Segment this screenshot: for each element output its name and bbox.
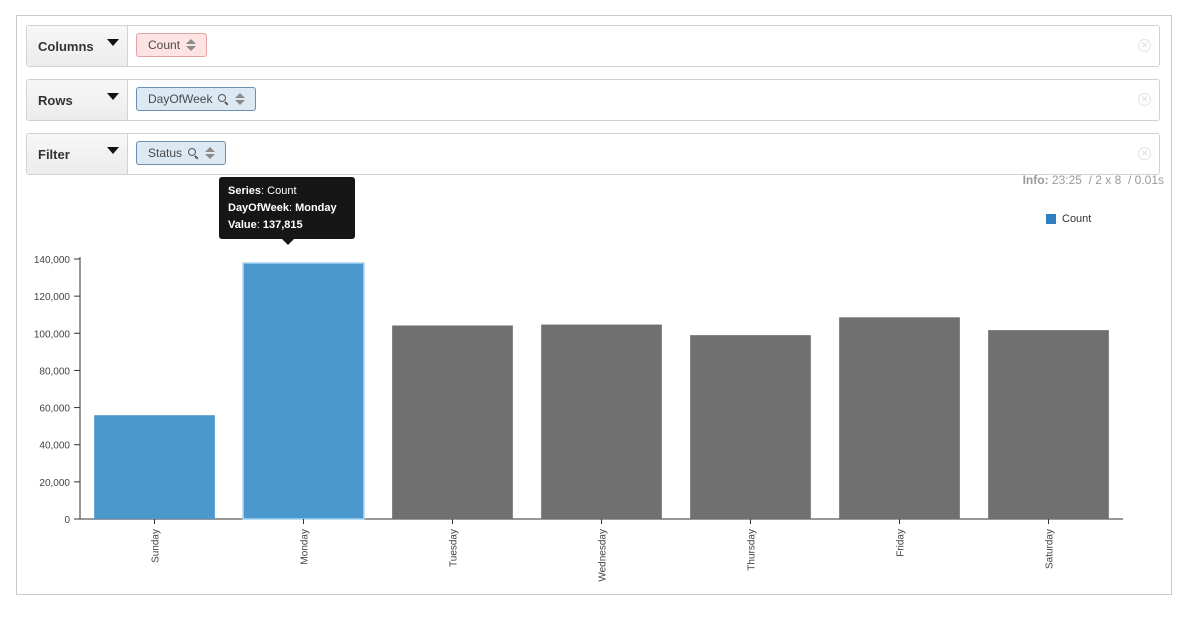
dayofweek-pill[interactable]: DayOfWeek: [136, 87, 257, 111]
y-tick-label: 60,000: [39, 404, 70, 415]
columns-label: Columns: [38, 39, 94, 54]
info-label: Info:: [1022, 173, 1049, 187]
rows-label: Rows: [38, 93, 73, 108]
chart-tooltip: Series: Count DayOfWeek: Monday Value: 1…: [219, 177, 355, 245]
close-icon[interactable]: ✕: [1138, 93, 1151, 106]
rows-shelf: Rows DayOfWeek ✕: [26, 79, 1160, 121]
x-tick-label: Friday: [896, 529, 907, 557]
bar-friday[interactable]: [839, 317, 960, 519]
filter-dropdown[interactable]: Filter: [27, 134, 128, 174]
info-duration: / 0.01s: [1127, 173, 1164, 187]
y-tick-label: 20,000: [39, 478, 70, 489]
y-tick-label: 120,000: [34, 292, 71, 303]
info-time: 23:25: [1051, 173, 1082, 187]
filter-shelf: Filter Status ✕: [26, 133, 1160, 175]
caret-down-icon: [107, 39, 119, 46]
y-tick-label: 100,000: [34, 329, 71, 340]
tooltip-series-value: Count: [267, 185, 297, 197]
search-icon[interactable]: [188, 147, 199, 159]
query-info: Info: 23:25 / 2 x 8 / 0.01s: [1023, 173, 1164, 187]
bar-sunday[interactable]: [94, 415, 215, 519]
caret-down-icon: [107, 147, 119, 154]
tooltip-value-key: Value: [228, 219, 257, 231]
status-pill-label: Status: [148, 146, 183, 160]
search-icon[interactable]: [218, 93, 229, 105]
y-tick-label: 40,000: [39, 441, 70, 452]
y-tick-label: 0: [64, 515, 70, 526]
tooltip-arrow: [282, 239, 294, 245]
y-tick-label: 140,000: [34, 255, 71, 266]
tooltip-dim-value: Monday: [295, 202, 337, 214]
x-tick-label: Wednesday: [598, 529, 609, 582]
x-tick-label: Sunday: [151, 529, 162, 563]
x-tick-label: Thursday: [747, 529, 758, 571]
x-tick-label: Monday: [300, 529, 311, 565]
columns-dropdown[interactable]: Columns: [27, 26, 128, 66]
bar-wednesday[interactable]: [541, 324, 662, 519]
sort-icon[interactable]: [205, 147, 216, 159]
tooltip-series-key: Series: [228, 185, 262, 197]
x-tick-label: Saturday: [1045, 529, 1056, 569]
x-tick-label: Tuesday: [449, 529, 460, 567]
sort-icon[interactable]: [235, 93, 246, 105]
legend-label: Count: [1062, 213, 1092, 225]
y-tick-label: 80,000: [39, 366, 70, 377]
close-icon[interactable]: ✕: [1138, 39, 1151, 52]
bar-thursday[interactable]: [690, 335, 811, 519]
rows-dropdown[interactable]: Rows: [27, 80, 128, 120]
sort-icon[interactable]: [186, 39, 197, 51]
close-icon[interactable]: ✕: [1138, 147, 1151, 160]
legend-swatch: [1046, 214, 1056, 224]
count-pill[interactable]: Count: [136, 33, 208, 57]
bar-monday[interactable]: [242, 262, 365, 520]
columns-shelf: Columns Count ✕: [26, 25, 1160, 67]
filter-label: Filter: [38, 147, 70, 162]
bar-tuesday[interactable]: [392, 325, 513, 519]
tooltip-value-value: 137,815: [262, 219, 303, 231]
chart-legend[interactable]: Count: [1046, 213, 1091, 225]
info-size: / 2 x 8: [1088, 173, 1122, 187]
caret-down-icon: [107, 93, 119, 100]
bar-saturday[interactable]: [988, 330, 1109, 519]
status-pill[interactable]: Status: [136, 141, 227, 165]
dayofweek-pill-label: DayOfWeek: [148, 92, 213, 106]
tooltip-dim-key: DayOfWeek: [228, 202, 289, 214]
count-pill-label: Count: [148, 38, 181, 52]
